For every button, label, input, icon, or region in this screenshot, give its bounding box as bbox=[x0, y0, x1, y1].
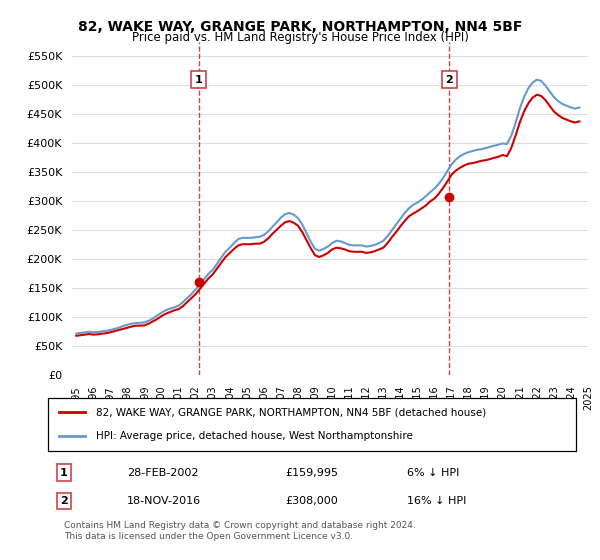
Text: 16% ↓ HPI: 16% ↓ HPI bbox=[407, 496, 466, 506]
Text: 6% ↓ HPI: 6% ↓ HPI bbox=[407, 468, 460, 478]
Text: £159,995: £159,995 bbox=[286, 468, 338, 478]
Text: 28-FEB-2002: 28-FEB-2002 bbox=[127, 468, 199, 478]
Text: 2: 2 bbox=[446, 74, 454, 85]
Text: £308,000: £308,000 bbox=[286, 496, 338, 506]
Text: Price paid vs. HM Land Registry's House Price Index (HPI): Price paid vs. HM Land Registry's House … bbox=[131, 31, 469, 44]
Text: 1: 1 bbox=[60, 468, 68, 478]
Text: 1: 1 bbox=[194, 74, 202, 85]
Text: 82, WAKE WAY, GRANGE PARK, NORTHAMPTON, NN4 5BF (detached house): 82, WAKE WAY, GRANGE PARK, NORTHAMPTON, … bbox=[95, 408, 486, 418]
Text: 2: 2 bbox=[60, 496, 68, 506]
Text: 18-NOV-2016: 18-NOV-2016 bbox=[127, 496, 202, 506]
Text: 82, WAKE WAY, GRANGE PARK, NORTHAMPTON, NN4 5BF: 82, WAKE WAY, GRANGE PARK, NORTHAMPTON, … bbox=[78, 20, 522, 34]
Text: HPI: Average price, detached house, West Northamptonshire: HPI: Average price, detached house, West… bbox=[95, 431, 412, 441]
Text: Contains HM Land Registry data © Crown copyright and database right 2024.
This d: Contains HM Land Registry data © Crown c… bbox=[64, 521, 416, 541]
